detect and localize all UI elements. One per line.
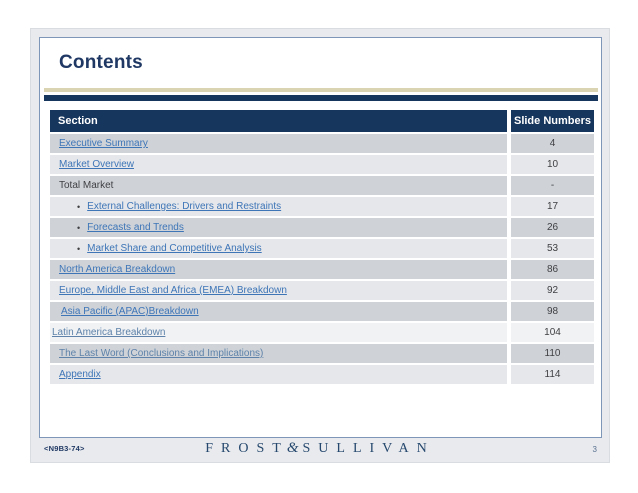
slide-content-area: Contents Section Slide Numbers Executive… <box>39 37 602 438</box>
toc-link-market-share[interactable]: Market Share and Competitive Analysis <box>87 243 262 254</box>
slide-number: 17 <box>511 197 594 216</box>
slide-footer: <N9B3-74> FROST & SULLIVAN 3 <box>31 436 609 462</box>
slide-number: 10 <box>511 155 594 174</box>
logo-word-sullivan: SULLIVAN <box>302 441 435 456</box>
slide-number: 110 <box>511 344 594 363</box>
frost-sullivan-logo: FROST & SULLIVAN <box>31 440 609 458</box>
slide-number: 26 <box>511 218 594 237</box>
table-row: The Last Word (Conclusions and Implicati… <box>50 344 594 363</box>
logo-ampersand-icon: & <box>286 439 299 456</box>
slide-number: 4 <box>511 134 594 153</box>
page-title: Contents <box>59 52 143 73</box>
table-row: • External Challenges: Drivers and Restr… <box>50 197 594 216</box>
slide-number: 104 <box>511 323 594 342</box>
bullet-icon: • <box>77 201 81 212</box>
toc-link-north-america[interactable]: North America Breakdown <box>59 264 176 275</box>
toc-link-market-overview[interactable]: Market Overview <box>59 159 135 170</box>
toc-link-latin-america[interactable]: Latin America Breakdown <box>52 327 166 338</box>
table-row: North America Breakdown 86 <box>50 260 594 279</box>
table-row: Latin America Breakdown 104 <box>50 323 594 342</box>
table-row: • Market Share and Competitive Analysis … <box>50 239 594 258</box>
table-row: Appendix 114 <box>50 365 594 384</box>
logo-word-frost: FROST <box>205 441 289 456</box>
slide-number: 92 <box>511 281 594 300</box>
table-row: Total Market - <box>50 176 594 195</box>
slide-number: 53 <box>511 239 594 258</box>
document-id: <N9B3-74> <box>44 444 85 453</box>
column-header-section: Section <box>50 110 507 132</box>
toc-link-last-word[interactable]: The Last Word (Conclusions and Implicati… <box>59 348 264 359</box>
slide-number: - <box>511 176 594 195</box>
bullet-icon: • <box>77 243 81 254</box>
table-row: Europe, Middle East and Africa (EMEA) Br… <box>50 281 594 300</box>
table-row: • Forecasts and Trends 26 <box>50 218 594 237</box>
column-header-slide-numbers: Slide Numbers <box>511 110 594 132</box>
title-rule-beige <box>44 88 598 92</box>
slide-card: Contents Section Slide Numbers Executive… <box>30 28 610 463</box>
table-header-row: Section Slide Numbers <box>50 110 594 132</box>
toc-link-external-challenges[interactable]: External Challenges: Drivers and Restrai… <box>87 201 282 212</box>
slide-number: 98 <box>511 302 594 321</box>
table-row: Executive Summary 4 <box>50 134 594 153</box>
toc-link-executive-summary[interactable]: Executive Summary <box>59 138 148 149</box>
toc-label-total-market: Total Market <box>59 180 114 191</box>
contents-table: Section Slide Numbers Executive Summary … <box>50 110 594 384</box>
table-row: Asia Pacific (APAC)Breakdown 98 <box>50 302 594 321</box>
bullet-icon: • <box>77 222 81 233</box>
toc-link-emea[interactable]: Europe, Middle East and Africa (EMEA) Br… <box>59 285 287 296</box>
table-row: Market Overview 10 <box>50 155 594 174</box>
slide-number: 114 <box>511 365 594 384</box>
toc-link-appendix[interactable]: Appendix <box>59 369 101 380</box>
toc-link-forecasts-trends[interactable]: Forecasts and Trends <box>87 222 184 233</box>
page-number: 3 <box>592 445 597 454</box>
slide-number: 86 <box>511 260 594 279</box>
title-rule-navy <box>44 95 598 101</box>
toc-link-apac[interactable]: Asia Pacific (APAC)Breakdown <box>61 306 199 317</box>
